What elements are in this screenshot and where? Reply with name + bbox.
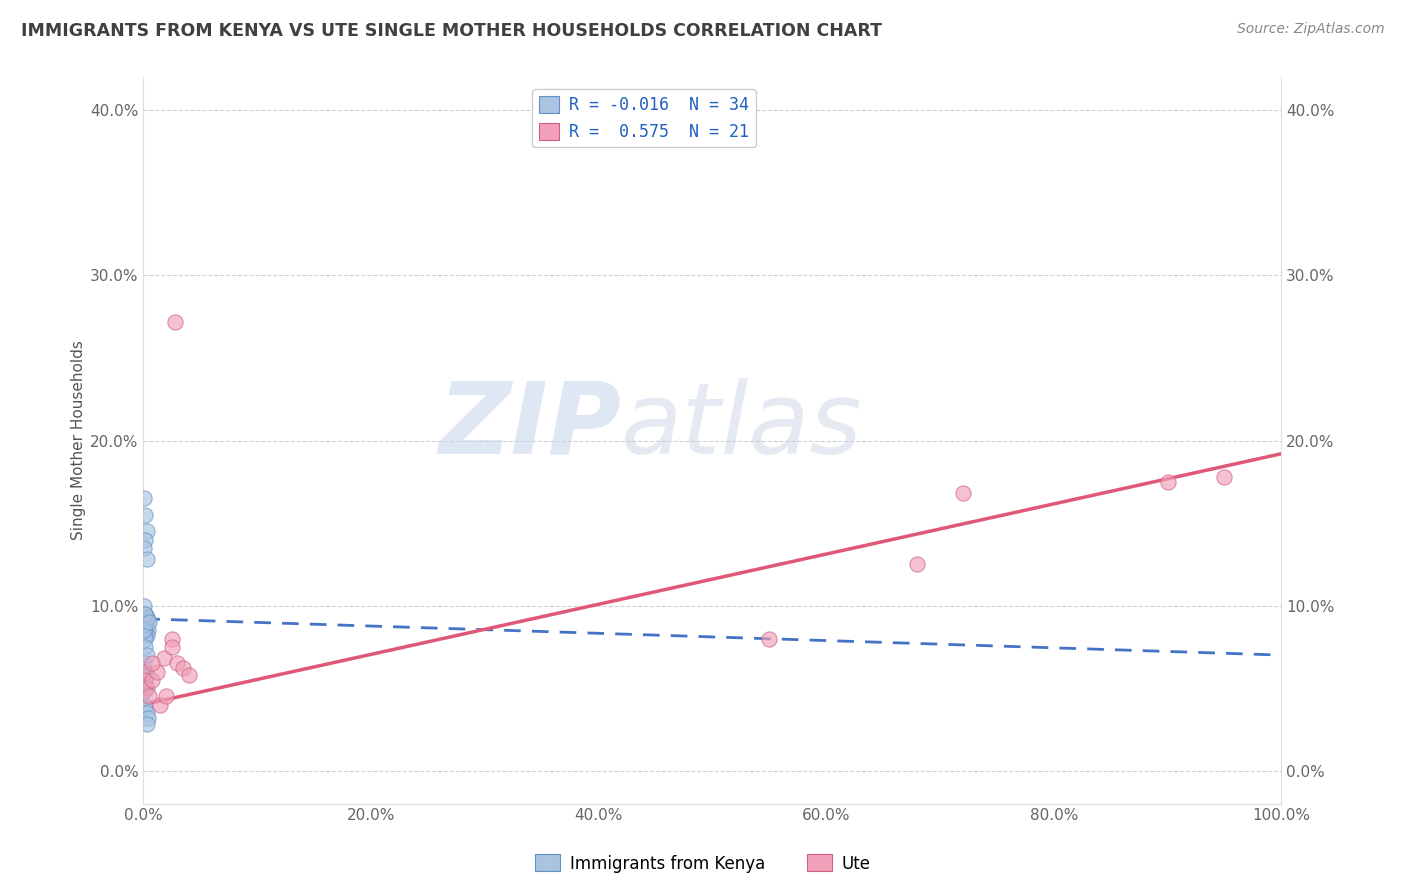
Point xyxy=(134,681,156,695)
Y-axis label: Single Mother Households: Single Mother Households xyxy=(72,341,86,541)
Text: IMMIGRANTS FROM KENYA VS UTE SINGLE MOTHER HOUSEHOLDS CORRELATION CHART: IMMIGRANTS FROM KENYA VS UTE SINGLE MOTH… xyxy=(21,22,882,40)
Point xyxy=(172,661,194,675)
Point xyxy=(135,612,157,626)
Point xyxy=(1156,475,1178,489)
Point xyxy=(138,615,160,629)
Legend: R = -0.016  N = 34, R =  0.575  N = 21: R = -0.016 N = 34, R = 0.575 N = 21 xyxy=(533,89,755,147)
Point xyxy=(134,698,156,712)
Point xyxy=(134,618,156,632)
Point xyxy=(134,665,156,679)
Point xyxy=(135,524,157,539)
Point xyxy=(134,673,156,687)
Point xyxy=(136,711,159,725)
Point xyxy=(1213,470,1236,484)
Point xyxy=(952,486,974,500)
Point xyxy=(134,701,156,715)
Point xyxy=(160,640,183,654)
Text: ZIP: ZIP xyxy=(439,377,621,475)
Point xyxy=(135,628,157,642)
Point xyxy=(165,315,187,329)
Point xyxy=(177,668,200,682)
Point xyxy=(141,657,163,671)
Point xyxy=(160,632,183,646)
Point xyxy=(135,717,157,731)
Text: atlas: atlas xyxy=(621,377,863,475)
Point xyxy=(134,607,156,621)
Point xyxy=(134,624,156,638)
Point xyxy=(134,541,156,555)
Point xyxy=(134,665,156,679)
Point xyxy=(134,508,156,522)
Point xyxy=(135,706,157,720)
Point xyxy=(134,640,156,654)
Point xyxy=(134,678,156,692)
Point xyxy=(149,698,172,712)
Point xyxy=(134,632,156,646)
Point xyxy=(135,615,157,629)
Legend: Immigrants from Kenya, Ute: Immigrants from Kenya, Ute xyxy=(529,847,877,880)
Point xyxy=(134,491,156,506)
Point xyxy=(136,624,159,638)
Point xyxy=(135,681,157,695)
Point xyxy=(134,607,156,621)
Point xyxy=(135,648,157,662)
Point xyxy=(135,668,157,682)
Point xyxy=(134,615,156,629)
Point xyxy=(152,651,174,665)
Text: Source: ZipAtlas.com: Source: ZipAtlas.com xyxy=(1237,22,1385,37)
Point xyxy=(146,665,169,679)
Point xyxy=(758,632,780,646)
Point xyxy=(135,610,157,624)
Point xyxy=(134,599,156,613)
Point xyxy=(141,673,163,687)
Point xyxy=(134,657,156,671)
Point xyxy=(905,558,928,572)
Point xyxy=(135,552,157,566)
Point xyxy=(155,690,177,704)
Point xyxy=(134,624,156,638)
Point xyxy=(138,690,160,704)
Point xyxy=(166,657,188,671)
Point xyxy=(134,628,156,642)
Point xyxy=(134,684,156,698)
Point xyxy=(134,533,156,547)
